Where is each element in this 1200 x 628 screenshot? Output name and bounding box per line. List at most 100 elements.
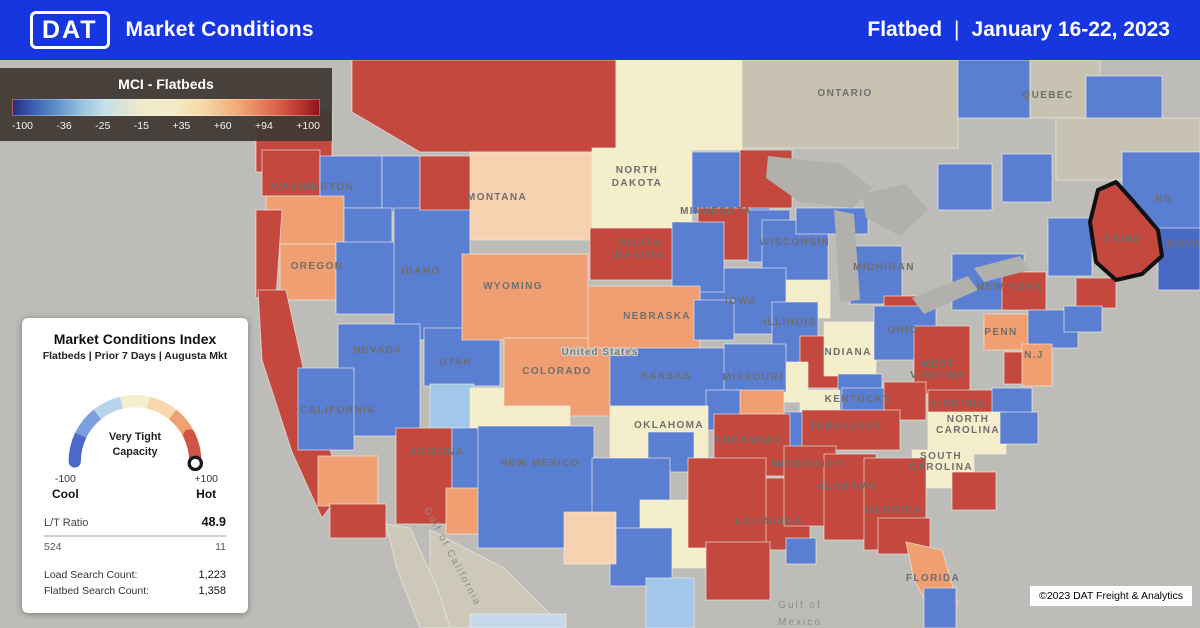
market-region[interactable] (1001, 153, 1053, 203)
map-canvas[interactable]: ONTARIO QUEBEC WASHINGTON MONTANA NORTH DAKOT… (0, 60, 1200, 628)
market-region[interactable] (801, 409, 901, 451)
market-region[interactable] (589, 227, 679, 281)
map-label: UTAH (440, 357, 473, 368)
market-region[interactable] (1047, 217, 1093, 277)
market-region[interactable] (1063, 305, 1103, 333)
equipment-type-label: Flatbed (867, 18, 943, 41)
header-left: DAT Market Conditions (30, 11, 314, 49)
map-label: VIRGINIA (930, 399, 986, 410)
gauge-status-line2: Capacity (112, 446, 157, 458)
map-label: MISSISSIPPI (772, 459, 847, 470)
country-label: United States (562, 347, 639, 358)
market-region[interactable] (645, 577, 695, 628)
market-region[interactable] (1021, 343, 1053, 387)
market-region[interactable] (795, 207, 869, 235)
map-label: LOUISIANA (735, 516, 803, 527)
market-region[interactable] (419, 155, 473, 211)
gauge-arc-segment (68, 429, 87, 468)
market-region[interactable] (957, 60, 1031, 119)
map-label: NB (1155, 194, 1172, 205)
market-region[interactable] (329, 503, 387, 539)
mci-gauge: Very Tight Capacity (68, 395, 204, 472)
market-region[interactable] (687, 457, 767, 549)
map-label: INDIANA (820, 347, 871, 358)
legend-gradient-bar (12, 99, 320, 116)
market-region[interactable] (587, 285, 701, 349)
map-label: MONTANA (467, 192, 527, 203)
legend-ticks: -100 -36 -25 -15 +35 +60 +94 +100 (12, 120, 320, 132)
market-region[interactable] (785, 537, 817, 565)
gauge-arc-segment (120, 395, 150, 409)
map-label: OKLAHOMA (634, 420, 704, 431)
market-region[interactable] (335, 241, 397, 315)
map-label: NORTH DAKOTA (612, 165, 662, 189)
market-region[interactable] (343, 207, 393, 247)
market-region[interactable] (351, 60, 617, 153)
market-region[interactable] (1001, 271, 1047, 311)
market-region[interactable] (395, 427, 453, 525)
market-region[interactable] (503, 337, 617, 417)
gauge-status-line1: Very Tight (109, 431, 161, 443)
map-label: ONTARIO (817, 88, 872, 99)
map-label: MISSOURI (723, 372, 784, 383)
market-region[interactable] (261, 149, 321, 197)
market-region[interactable] (591, 147, 693, 233)
map-label: COLORADO (522, 366, 592, 377)
flatbed-search-count-value: 1,358 (198, 585, 226, 598)
map-label: SOUTH DAKOTA (615, 238, 665, 261)
legend-tick: -36 (56, 120, 72, 132)
gauge-scale-ends: -100 Cool +100 Hot (38, 473, 232, 501)
legend-tick: +100 (296, 120, 320, 132)
map-label: WEST VIRGINIA (910, 359, 966, 381)
header-bar: DAT Market Conditions Flatbed | January … (0, 0, 1200, 60)
map-label: FLORIDA (906, 573, 960, 584)
gauge-min-label: Cool (52, 487, 79, 502)
market-region[interactable] (937, 163, 993, 211)
map-label: N.J (1024, 350, 1044, 361)
market-region[interactable] (999, 411, 1039, 445)
market-region[interactable] (1157, 227, 1200, 291)
load-search-count-row: Load Search Count: 1,223 (44, 569, 226, 581)
flatbed-search-count-row: Flatbed Search Count: 1,358 (44, 585, 226, 597)
market-region[interactable] (393, 207, 471, 341)
market-region[interactable] (317, 455, 379, 507)
market-region[interactable] (609, 527, 673, 587)
market-region[interactable] (741, 60, 959, 149)
map-label: SOUTH CAROLINA (909, 451, 973, 473)
market-region[interactable] (615, 60, 743, 151)
map-label: ARIZONA (409, 447, 464, 458)
market-region[interactable] (297, 367, 355, 451)
water-label-gulf-of-mexico: Gulf of Mexico (778, 600, 822, 628)
map-label: NORTH CAROLINA (936, 414, 1000, 436)
selected-market-region-augusta[interactable] (1088, 180, 1164, 282)
market-region[interactable] (279, 243, 337, 301)
market-region[interactable] (429, 383, 475, 431)
lake-michigan (834, 210, 860, 302)
map-label: KANSAS (641, 371, 692, 382)
legend-tick: +60 (213, 120, 232, 132)
report-context: Flatbed | January 16-22, 2023 (867, 18, 1170, 42)
market-region[interactable] (461, 253, 589, 341)
market-region[interactable] (381, 155, 421, 213)
map-label: NEW YORK (977, 282, 1043, 293)
legend-tick: -25 (95, 120, 111, 132)
lake-huron (862, 184, 928, 236)
market-region[interactable] (723, 343, 787, 393)
market-region[interactable] (927, 411, 1007, 455)
market-region[interactable] (693, 299, 735, 341)
market-region[interactable] (705, 541, 771, 601)
load-search-count-label: Load Search Count: (44, 569, 138, 582)
market-region[interactable] (255, 209, 283, 299)
map-container[interactable]: ONTARIO QUEBEC WASHINGTON MONTANA NORTH DAKOT… (0, 60, 1200, 628)
map-label: WISCONSIN (760, 237, 830, 248)
market-region[interactable] (951, 471, 997, 511)
market-region[interactable] (671, 221, 725, 293)
panel-subtitle: Flatbeds | Prior 7 Days | Augusta Mkt (42, 350, 228, 362)
gauge-arc-segment (146, 396, 177, 420)
legend-title: MCI - Flatbeds (118, 76, 214, 92)
market-region[interactable] (563, 511, 617, 565)
map-label: WYOMING (483, 281, 543, 292)
market-region[interactable] (923, 587, 957, 628)
map-label: CALIFORNIA (300, 405, 376, 416)
market-region[interactable] (1075, 277, 1117, 309)
